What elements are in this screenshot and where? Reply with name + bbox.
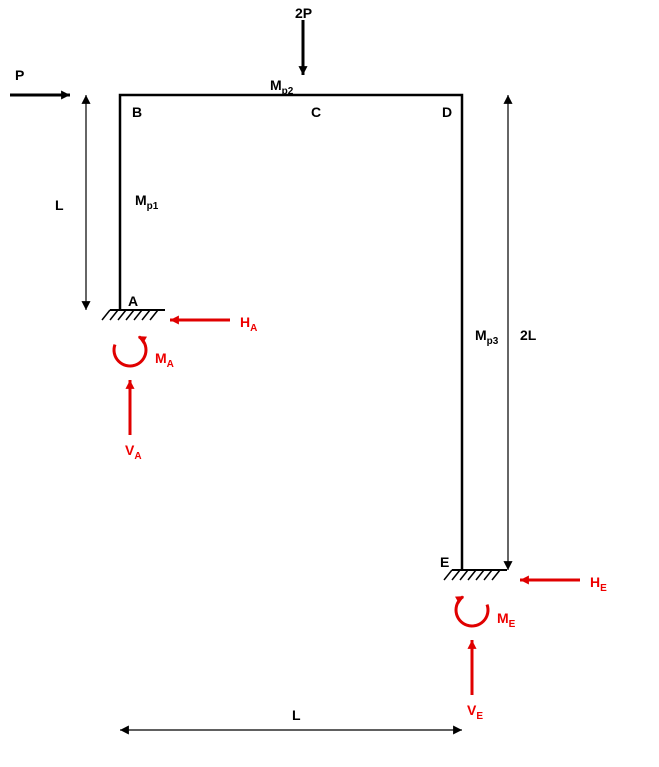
svg-text:VA: VA: [125, 442, 142, 462]
svg-text:2P: 2P: [295, 5, 312, 21]
svg-text:VE: VE: [467, 702, 483, 722]
svg-text:C: C: [311, 104, 321, 120]
svg-text:E: E: [440, 554, 449, 570]
svg-text:P: P: [15, 67, 24, 83]
svg-text:L: L: [292, 707, 301, 723]
svg-text:2L: 2L: [520, 327, 537, 343]
structural-frame-diagram: ABCDEMp1Mp2Mp3P2PL2LLHAMAVAHEMEVE: [0, 0, 659, 767]
svg-text:D: D: [442, 104, 452, 120]
frame: [120, 95, 462, 570]
svg-text:Mp3: Mp3: [475, 327, 499, 347]
svg-text:L: L: [55, 197, 64, 213]
svg-text:MA: MA: [155, 350, 174, 370]
svg-text:B: B: [132, 104, 142, 120]
svg-text:HE: HE: [590, 574, 607, 594]
svg-text:HA: HA: [240, 314, 257, 334]
svg-text:A: A: [128, 293, 138, 309]
svg-text:Mp1: Mp1: [135, 192, 159, 212]
svg-text:ME: ME: [497, 610, 516, 630]
